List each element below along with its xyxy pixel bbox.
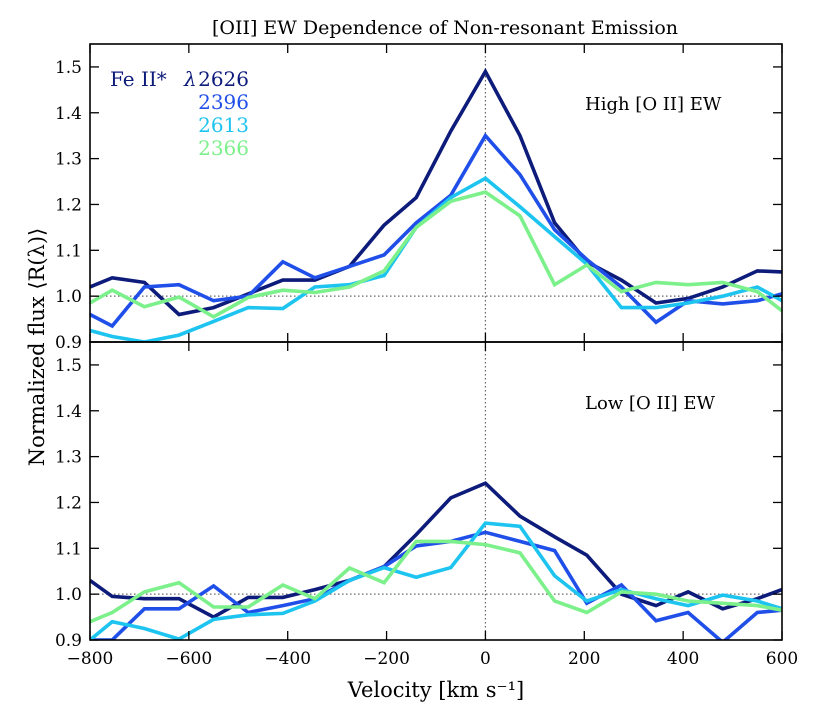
y-tick-label: 1.3 bbox=[55, 448, 82, 468]
y-tick-label: 1.2 bbox=[55, 195, 82, 215]
legend-entry-2396: 2396 bbox=[198, 90, 249, 114]
x-tick-label: −200 bbox=[363, 649, 410, 669]
x-axis-label: Velocity [km s⁻¹] bbox=[347, 678, 524, 702]
panel-annotation: High [O II] EW bbox=[585, 94, 722, 115]
y-axis-label: Normalized flux ⟨R(λ)⟩ bbox=[25, 228, 49, 466]
series-line-2396 bbox=[90, 530, 782, 640]
legend: Fe II* λ 2626 2396 2613 2366 bbox=[110, 67, 249, 160]
series-group bbox=[90, 67, 782, 342]
series-line-2613 bbox=[90, 176, 782, 342]
y-tick-label: 1.3 bbox=[55, 150, 82, 170]
y-tick-label: 1.0 bbox=[55, 287, 82, 307]
y-tick-label: 1.0 bbox=[55, 585, 82, 605]
x-tick-label: −600 bbox=[166, 649, 213, 669]
chart-title: [OII] EW Dependence of Non-resonant Emis… bbox=[212, 17, 678, 39]
panel-annotation: Low [O II] EW bbox=[585, 393, 716, 414]
y-tick-label: 1.5 bbox=[55, 58, 82, 78]
y-tick-label: 1.1 bbox=[55, 539, 82, 559]
series-line-2613 bbox=[90, 521, 782, 640]
y-tick-label: 1.4 bbox=[55, 402, 82, 422]
x-tick-label: 0 bbox=[480, 649, 491, 669]
y-tick-label: 0.9 bbox=[55, 333, 82, 353]
x-tick-label: 600 bbox=[766, 649, 798, 669]
x-tick-label: −400 bbox=[264, 649, 311, 669]
y-tick-label: 1.5 bbox=[55, 356, 82, 376]
series-line-2366 bbox=[90, 190, 782, 319]
y-tick-label: 1.1 bbox=[55, 241, 82, 261]
legend-entry-2366: 2366 bbox=[198, 136, 249, 160]
legend-entry-2626: 2626 bbox=[198, 67, 249, 91]
legend-entry-2613: 2613 bbox=[198, 113, 249, 137]
plot-frame bbox=[89, 341, 783, 641]
x-tick-label: 200 bbox=[568, 649, 600, 669]
series-group bbox=[90, 481, 782, 640]
series-line-2626 bbox=[90, 67, 782, 317]
series-line-2396 bbox=[90, 132, 782, 329]
series-line-2366 bbox=[90, 539, 782, 624]
bottom-panel: 0.9 1.0 1.1 1.2 1.3 1.4 1.5 −800 −600 −400 −200 0 20… bbox=[55, 341, 798, 669]
top-panel: 0.9 1.0 1.1 1.2 1.3 1.4 1.5 High [O II] EW bbox=[55, 43, 783, 353]
x-tick-label: 400 bbox=[667, 649, 699, 669]
y-tick-label: 0.9 bbox=[55, 631, 82, 651]
x-tick-label: −800 bbox=[67, 649, 114, 669]
legend-lambda: λ bbox=[183, 67, 197, 91]
y-tick-label: 1.2 bbox=[55, 493, 82, 513]
legend-prefix: Fe II* bbox=[110, 67, 167, 91]
y-tick-label: 1.4 bbox=[55, 104, 82, 124]
